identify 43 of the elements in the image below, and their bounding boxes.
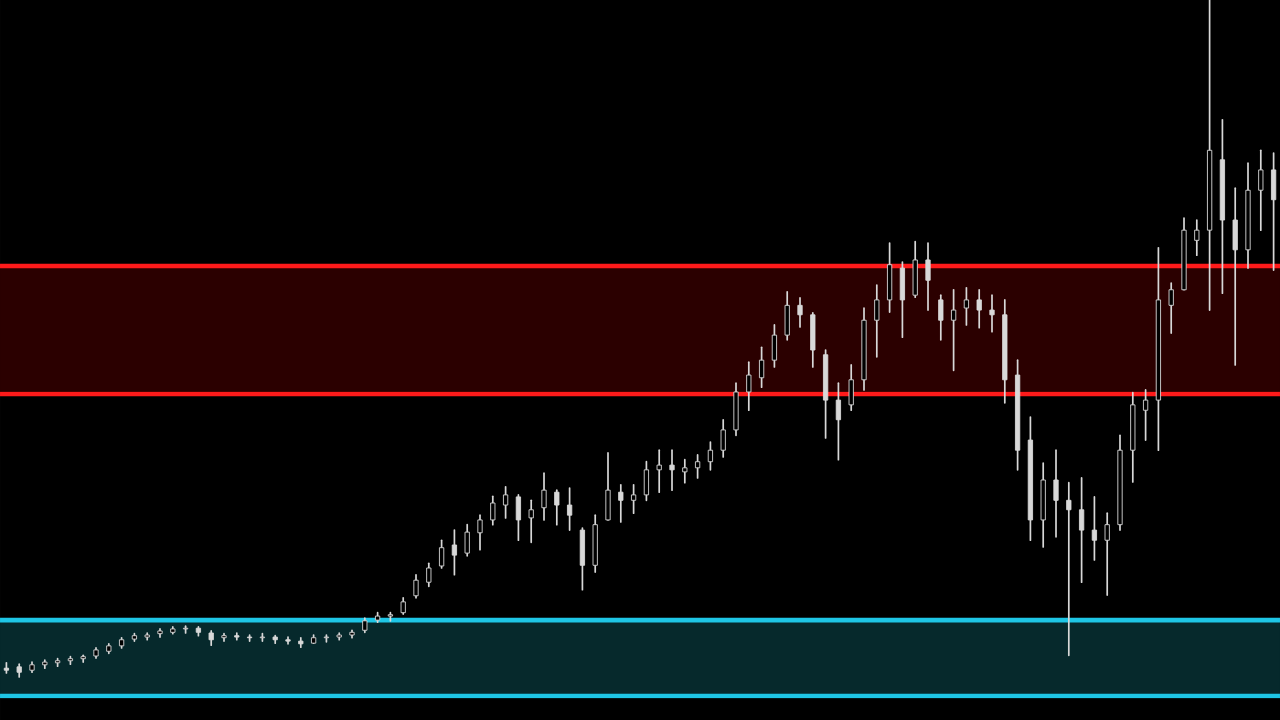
candlestick <box>1091 496 1098 561</box>
candlestick <box>1066 481 1072 657</box>
candlestick <box>490 495 496 526</box>
candlestick <box>1168 282 1174 334</box>
candlestick <box>682 458 688 484</box>
candlestick <box>1194 219 1200 257</box>
candlestick <box>515 494 522 542</box>
candlestick <box>656 449 662 494</box>
candlestick <box>1104 512 1110 596</box>
candlestick <box>976 288 982 329</box>
candlestick <box>1053 449 1059 538</box>
candlestick <box>707 441 714 471</box>
candlestick <box>1078 477 1085 584</box>
candlestick <box>528 499 534 544</box>
candlestick <box>835 382 842 461</box>
candlestick <box>630 483 637 515</box>
candlestick <box>720 418 726 458</box>
candlestick <box>541 472 547 521</box>
candlestick <box>413 573 419 599</box>
candlestick <box>669 449 675 491</box>
candlestick <box>451 529 458 576</box>
candlestick <box>438 539 445 569</box>
candlestick <box>554 489 560 526</box>
candlestick <box>797 297 803 328</box>
candlestick <box>477 514 483 551</box>
candlestick <box>221 632 227 642</box>
candlestick <box>426 562 432 588</box>
candlestick <box>502 485 509 519</box>
candlestick <box>925 242 931 311</box>
candlestick <box>874 284 880 358</box>
candlestick <box>464 523 470 557</box>
candlestick <box>285 636 291 645</box>
candlestick <box>989 294 995 333</box>
candlestick <box>1142 389 1149 441</box>
candlestick <box>950 288 957 372</box>
candlestick <box>938 294 944 341</box>
candlestick <box>694 454 701 479</box>
candlestick <box>963 286 970 326</box>
candlestick <box>746 361 752 412</box>
candlestick <box>618 483 624 523</box>
candlestick <box>566 487 573 531</box>
candlestick <box>758 346 765 389</box>
candlestick <box>1258 149 1264 232</box>
